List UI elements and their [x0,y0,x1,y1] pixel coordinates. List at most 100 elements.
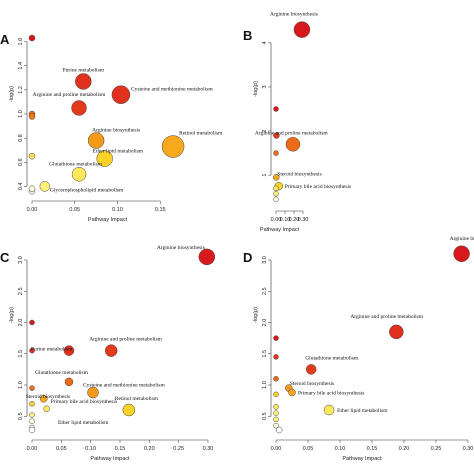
data-point [288,388,296,397]
x-axis-label: Pathway Impact [342,456,382,462]
data-point [104,344,118,357]
data-point [122,403,136,417]
data-point [28,34,36,42]
point-label: Steroid biosynthesis [290,381,334,387]
point-label: Ether lipid metabolism [93,149,144,155]
point-label: Steroid biosynthesis [26,394,70,400]
panel-c: C 0.00 0.05 0.10 0.15 0.20 0.25 0.30 0.5 1.0 1.5 2.… [0,245,216,462]
point-label: Cysteine and methionine metabolism [83,383,165,389]
panel-letter: D [243,250,252,265]
point-label: Arginine and proline metabolism [255,130,328,136]
y-tick-label: 1.6 [18,38,24,46]
data-point [87,132,105,149]
data-point [64,377,74,387]
x-tick-label: 0.25 [431,446,442,452]
x-axis-label: Pathway Impact [260,227,300,233]
point-label: Retinol metabolism [115,396,159,402]
point-label: Primary bile acid biosynthesis [51,399,117,405]
point-label: Glutathione metabolism [305,355,359,361]
data-point [96,150,113,167]
data-point [293,21,311,38]
panel-letter: B [243,28,252,43]
data-point [273,410,279,416]
point-label: Retinol metabolism [179,131,223,137]
point-label: Glycerophospholipid metabolism [50,187,124,193]
data-point [28,185,36,193]
data-point [29,418,35,424]
y-tick-label: 1.0 [262,381,268,389]
data-point [273,404,279,410]
y-tick-label: 2.5 [262,287,268,295]
y-tick-label: 3.0 [18,256,24,264]
data-point [323,404,335,416]
data-point [29,385,35,391]
data-point [389,324,404,340]
data-point [28,426,36,434]
x-tick-label: 0.00 [27,207,38,213]
y-tick-label: 3.0 [262,256,268,264]
point-label: Cysteine and methionine metabolism [131,87,213,93]
x-tick-label: 0.25 [173,446,184,452]
data-point [273,416,279,423]
y-tick-label: 0.5 [262,412,268,420]
x-tick-label: 0.30 [463,446,474,452]
data-point [161,135,185,158]
point-label: Arginine biosynth [450,236,474,242]
y-tick-label: 1.4 [18,62,24,70]
data-point [273,106,279,112]
y-tick-label: 0.5 [18,412,24,420]
data-point [29,347,35,354]
x-tick-label: 0.00 [27,446,38,452]
data-point [273,335,279,341]
x-tick-label: 0.20 [289,217,300,223]
data-point [305,364,317,375]
data-point [39,181,51,192]
x-tick-label: 0.30 [298,217,309,223]
x-tick-label: 0.15 [367,446,378,452]
point-label: Primary bile acid biosynthesis [298,391,364,397]
point-label: Ether lipid metabolism [58,420,109,426]
y-tick-label: 2 [262,130,268,133]
x-tick-label: 0.05 [69,207,80,213]
point-label: Arginine and proline metabolism [350,314,423,320]
data-point [29,319,35,326]
panel-d: D 0.00 0.05 0.10 0.15 0.20 0.25 0.30 0.5 1.0 1.5 2.… [243,236,474,462]
data-point [273,132,280,139]
x-tick-label: 0.05 [303,446,314,452]
data-point [43,405,50,412]
x-tick-label: 0.15 [115,446,126,452]
data-point [273,150,279,156]
panel-b: B 0.000.100.200.30 1 2 3 4 Pathway Impact -log(… [243,12,351,233]
x-tick-label: 0.00 [271,217,282,223]
data-point [453,245,470,262]
point-label: Arginine and proline metabolism [33,92,106,98]
data-point [39,395,48,403]
panel-letter: C [0,250,10,265]
data-point [87,386,99,399]
data-point [75,73,92,90]
point-label: Arginine and proline metabolism [89,337,162,343]
y-axis-label: -log(p) [9,86,15,102]
y-tick-label: 1 [262,174,268,177]
data-point [273,190,279,197]
data-point [29,401,35,407]
data-point [198,248,216,266]
y-axis-label: -log(p) [253,307,259,323]
panel-letter: A [0,32,10,47]
point-label: Steroid biosynthesis [277,171,321,177]
data-point [71,167,87,182]
point-label: Ether lipid metabolism [337,408,388,414]
x-tick-label: 0.20 [399,446,410,452]
y-tick-label: 1.0 [18,381,24,389]
data-point [273,391,279,398]
data-point [273,376,279,382]
panel-a: A 0.00 0.05 0.10 0.15 0.4 0.6 0.8 1.0 1.2 1.4 1.6 Pa… [0,32,223,223]
point-label: Arginine biosynthesis [157,245,205,251]
y-tick-label: 2.5 [18,287,24,295]
y-tick-label: 4 [262,41,268,44]
x-tick-label: 0.05 [56,446,67,452]
data-point [28,152,36,160]
data-point [29,412,35,418]
x-axis-label: Pathway Impact [88,217,128,223]
y-tick-label: 3 [262,85,268,88]
